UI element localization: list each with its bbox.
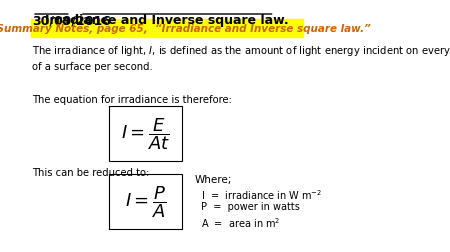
Text: Read Summary Notes, page 65,  “Irradiance and Inverse square law.”: Read Summary Notes, page 65, “Irradiance…: [0, 24, 370, 34]
Text: This can be reduced to:: This can be reduced to:: [32, 167, 149, 177]
Text: $I = \dfrac{P}{A}$: $I = \dfrac{P}{A}$: [125, 183, 166, 219]
Text: P  =  power in watts: P = power in watts: [201, 201, 300, 211]
Text: 30/09/2016: 30/09/2016: [32, 14, 111, 27]
Text: $I = \dfrac{E}{At}$: $I = \dfrac{E}{At}$: [121, 116, 170, 151]
Text: Where;: Where;: [195, 174, 232, 184]
FancyBboxPatch shape: [109, 174, 182, 229]
Text: The equation for irradiance is therefore:: The equation for irradiance is therefore…: [32, 94, 232, 105]
FancyBboxPatch shape: [109, 107, 182, 161]
Text: I  =  irradiance in W m$^{-2}$: I = irradiance in W m$^{-2}$: [201, 187, 322, 201]
Text: Irradiance and Inverse square law.: Irradiance and Inverse square law.: [45, 14, 289, 27]
FancyBboxPatch shape: [31, 20, 303, 38]
Text: A  =  area in m$^{2}$: A = area in m$^{2}$: [201, 215, 280, 229]
Text: The irradiance of light, $I$, is defined as the amount of light energy incident : The irradiance of light, $I$, is defined…: [32, 44, 450, 72]
